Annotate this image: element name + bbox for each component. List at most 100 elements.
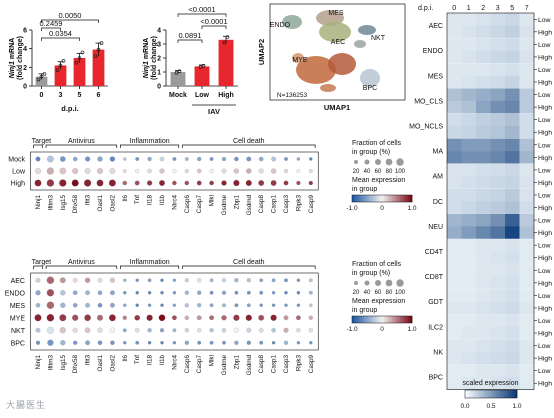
heatmap-cell	[505, 264, 520, 277]
umap-cluster	[316, 10, 344, 26]
bar	[194, 66, 210, 86]
heatmap-level-label: Low	[538, 67, 551, 74]
dot	[85, 290, 90, 296]
heatmap-cell	[447, 125, 462, 139]
heatmap-cell	[490, 75, 506, 89]
dot	[85, 302, 90, 308]
heatmap-cell	[461, 138, 477, 152]
dot	[296, 303, 301, 307]
color-legend-segment	[402, 195, 405, 202]
dot	[46, 301, 55, 309]
heatmap-cell	[490, 213, 506, 227]
dot	[84, 327, 91, 334]
heatmap-cell	[476, 113, 491, 127]
heatmap-level-label: Low	[538, 268, 551, 275]
heatmap-level-label: Low	[538, 243, 551, 250]
heatmap-cell	[461, 226, 477, 240]
heatmap-cell	[519, 201, 535, 214]
dot	[97, 314, 103, 321]
heatmap-cell	[447, 88, 462, 102]
dot	[283, 340, 289, 345]
heatmap-cell	[519, 125, 535, 139]
dot	[296, 328, 301, 333]
gene-label: Casp3	[283, 195, 290, 214]
color-legend-segment	[352, 195, 355, 202]
dot	[84, 168, 91, 174]
heatmap-cell	[476, 226, 491, 240]
umap-cluster-label: NKT	[371, 35, 386, 42]
colorbar-frame	[464, 389, 518, 399]
umap-cluster-label: MYE	[292, 57, 308, 64]
heatmap-cell	[490, 151, 506, 164]
gene-group-label: Cell death	[233, 259, 265, 266]
bar-chart-iav: 0 1 2 3 4 Ninj1 mRNA (fold change) Mock Low High 0…	[143, 5, 238, 116]
data-point	[39, 74, 44, 79]
gene-label: Oasl1	[97, 195, 104, 212]
dot	[296, 180, 301, 186]
dot	[233, 327, 239, 333]
dot	[197, 290, 202, 295]
dot	[209, 278, 214, 283]
heatmap-cell	[461, 88, 477, 102]
colorbar-segment	[504, 390, 507, 398]
dot	[258, 156, 264, 162]
heatmap-cell	[490, 63, 506, 76]
heatmap-cell	[476, 176, 491, 189]
dot	[309, 341, 313, 345]
colorbar-tick: 1.0	[512, 403, 521, 410]
heatmap-row-label: CD4T	[425, 249, 444, 256]
y-tick-label: 0	[157, 84, 161, 91]
color-legend-segment	[392, 195, 395, 202]
colorbar-segment	[485, 390, 488, 398]
dot	[72, 327, 78, 333]
x-tick-label: 5	[78, 92, 82, 99]
dot	[135, 291, 139, 295]
colorbar-segment	[477, 390, 480, 398]
dot	[172, 341, 177, 345]
color-legend-segment	[358, 316, 361, 323]
heatmap-cell	[461, 75, 477, 89]
data-point	[201, 63, 206, 68]
heatmap-cell	[490, 188, 506, 202]
heatmap-cell	[505, 314, 520, 327]
dotplot-iav-dose: Target Antivirus Inflammation Cell death Moc…	[8, 138, 417, 215]
dot	[234, 303, 239, 308]
dot	[72, 277, 78, 283]
dot	[35, 156, 41, 162]
gene-label: Ripk3	[295, 195, 302, 212]
heatmap-cell	[505, 163, 520, 177]
dot	[308, 278, 313, 283]
dot	[196, 315, 202, 321]
heatmap-cell	[476, 88, 491, 102]
colorbar-segment	[470, 390, 473, 398]
heatmap-cell	[519, 301, 535, 315]
heatmap-cell	[490, 364, 506, 378]
color-legend-segment	[380, 316, 383, 323]
p-value-label: 0.2459	[40, 19, 63, 28]
gene-label: Casp6	[184, 355, 191, 374]
y-tick-label: 2	[157, 56, 161, 63]
row-label: AEC	[11, 278, 25, 285]
dot	[35, 327, 41, 333]
gene-group-label: Target	[32, 138, 52, 145]
heatmap-cell	[476, 289, 491, 302]
y-tick-label: 2	[23, 65, 27, 72]
dot	[47, 339, 54, 346]
gene-group-label: Target	[32, 259, 52, 266]
y-axis-title: Ninj1 mRNA	[143, 38, 150, 78]
heatmap-row-label: MO_CLS	[414, 98, 443, 105]
heatmap-cell	[505, 38, 520, 51]
dot	[184, 340, 189, 345]
gene-group-bracket	[120, 265, 180, 269]
gene-label: Gsdmd	[246, 195, 253, 216]
dot	[246, 340, 251, 345]
heatmap-cell	[461, 63, 477, 76]
dot	[72, 290, 78, 296]
gene-label: Gsdme	[221, 195, 228, 216]
y-tick-label: 1	[157, 70, 161, 77]
dot	[123, 157, 127, 161]
color-legend-frame	[351, 315, 413, 324]
heatmap-cell	[447, 25, 462, 39]
gene-label: Ripk3	[295, 355, 302, 372]
heatmap-level-label: High	[538, 331, 552, 338]
